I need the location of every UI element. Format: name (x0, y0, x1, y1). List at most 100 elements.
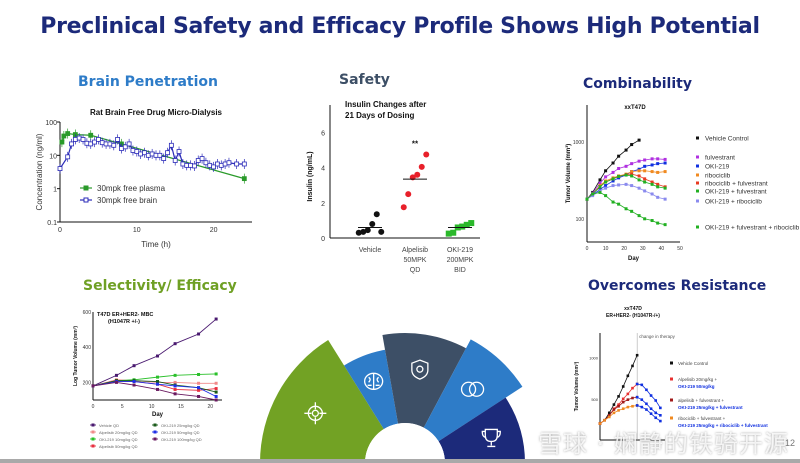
legend-marker (696, 164, 699, 168)
data-point (624, 182, 628, 186)
legend-marker (91, 437, 95, 441)
data-point (173, 392, 177, 396)
page-number: 12 (785, 438, 796, 448)
data-point (234, 161, 240, 167)
data-point (643, 217, 647, 221)
legend-marker (670, 377, 673, 381)
data-point (241, 161, 247, 167)
data-point (656, 162, 660, 166)
data-point (640, 405, 644, 409)
data-point (650, 180, 654, 184)
legend-label: ribociclib + fulvestrant (705, 181, 768, 188)
data-point (197, 381, 201, 385)
data-point (134, 149, 140, 154)
data-point (635, 382, 639, 386)
category-label: Alpelisib (402, 247, 428, 254)
y-axis-label: Log Tumor Volume (mm³) (73, 326, 79, 386)
data-point (149, 151, 155, 157)
data-point (57, 166, 63, 171)
data-point (173, 373, 177, 377)
data-point (604, 194, 608, 198)
data-point (617, 404, 620, 408)
legend-label: Alpelisib 20mg/kg QD (99, 430, 138, 435)
data-point (598, 185, 602, 189)
chart-title: xxT47D (624, 105, 646, 111)
data-point (176, 149, 182, 154)
data-point (621, 385, 625, 388)
data-point (598, 178, 602, 182)
trophy-icon (481, 428, 501, 448)
data-point (197, 332, 201, 336)
data-point (156, 387, 159, 391)
data-point (643, 180, 647, 184)
wheel-segment-safety (382, 333, 467, 428)
y-tick-label: 6 (321, 131, 325, 138)
data-point (617, 395, 620, 398)
data-point (598, 190, 602, 194)
data-point (630, 170, 634, 174)
legend-label: 30mpk free plasma (97, 184, 166, 193)
x-tick-label: 10 (603, 246, 609, 252)
data-point (604, 169, 608, 173)
data-point (654, 416, 658, 420)
legend-marker (696, 199, 699, 203)
data-point (630, 172, 634, 176)
data-point (631, 364, 634, 368)
x-tick-label: 0 (586, 246, 589, 252)
legend-label: Alpelisib 50mg/kg QD (99, 444, 138, 449)
chart-title-line2: (H1047R +/-) (108, 319, 140, 325)
x-tick-label: 0 (58, 227, 62, 234)
data-point (645, 388, 648, 392)
x-tick-label: 30 (640, 246, 646, 252)
data-point (611, 161, 615, 165)
data-point (612, 411, 616, 415)
legend-label: 30mpk free brain (97, 196, 157, 205)
data-point (360, 228, 367, 235)
x-axis-label: Day (152, 412, 164, 418)
data-point (643, 158, 647, 162)
significance-annotation: ** (412, 140, 419, 149)
data-point (650, 192, 654, 196)
data-point (626, 392, 630, 396)
section-title-combinability: Combinability (583, 76, 692, 92)
data-point (65, 131, 71, 136)
data-point (663, 223, 667, 227)
section-title-selectivity-efficacy: Selectivity/ Efficacy (83, 278, 237, 294)
category-label: OKI-219 (447, 247, 473, 254)
data-point (607, 414, 611, 417)
data-point (132, 383, 136, 387)
data-point (188, 162, 193, 168)
legend-marker (83, 197, 89, 203)
data-point (611, 170, 615, 174)
data-point (218, 162, 224, 168)
data-point (197, 386, 201, 390)
data-point (617, 403, 620, 406)
y-tick-label: 0.1 (47, 220, 57, 227)
data-point (650, 182, 654, 186)
data-point (624, 207, 628, 211)
x-tick-label: 20 (207, 404, 213, 410)
x-tick-label: 20 (210, 227, 218, 234)
y-tick-label: 4 (321, 166, 325, 173)
data-point (637, 186, 641, 190)
data-point (635, 353, 639, 357)
data-point (215, 161, 220, 167)
data-point (156, 354, 159, 358)
data-point (617, 409, 620, 412)
data-point (132, 380, 136, 384)
data-point (637, 169, 641, 173)
data-point (630, 209, 634, 213)
wheel-center (365, 423, 445, 463)
data-point (637, 174, 641, 178)
data-point (400, 204, 407, 211)
data-point (355, 229, 362, 236)
section-title-brain-penetration: Brain Penetration (78, 74, 218, 90)
data-point (624, 148, 628, 152)
x-axis-label: Day (628, 256, 640, 262)
data-point (621, 407, 625, 411)
data-point (654, 411, 658, 415)
legend-marker (696, 189, 699, 193)
legend-label: OKI-219 25mg/kg + ribociclib + fulvestra… (678, 423, 768, 428)
data-point (631, 404, 634, 408)
data-point (405, 191, 412, 198)
